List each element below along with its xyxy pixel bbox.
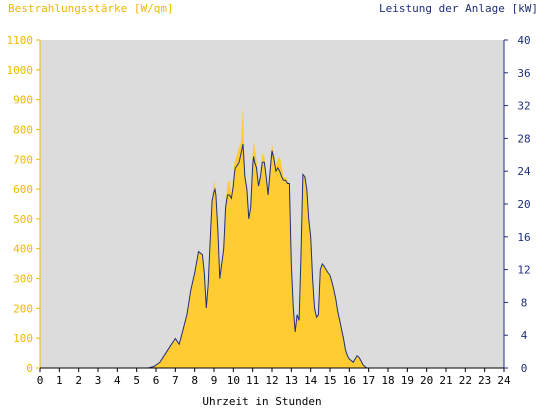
y-left-tick-label: 200 xyxy=(13,302,33,315)
y-right-tick-label: 0 xyxy=(521,362,528,375)
x-tick-label: 14 xyxy=(304,374,318,387)
irradiance-area xyxy=(40,105,504,368)
x-tick-label: 15 xyxy=(323,374,336,387)
x-tick-label: 19 xyxy=(401,374,414,387)
x-tick-label: 16 xyxy=(343,374,356,387)
x-tick-label: 12 xyxy=(265,374,278,387)
y-right-tick-label: 12 xyxy=(517,264,530,277)
y-left-tick-label: 100 xyxy=(13,332,33,345)
x-tick-label: 5 xyxy=(133,374,140,387)
x-tick-label: 24 xyxy=(497,374,511,387)
x-tick-label: 6 xyxy=(153,374,160,387)
y-right-tick-label: 32 xyxy=(517,100,530,113)
x-tick-label: 7 xyxy=(172,374,179,387)
y-left-tick-label: 700 xyxy=(13,153,33,166)
x-tick-label: 11 xyxy=(246,374,259,387)
y-left-tick-label: 0 xyxy=(26,362,33,375)
x-tick-label: 22 xyxy=(459,374,472,387)
x-tick-label: 13 xyxy=(285,374,298,387)
y-left-tick-label: 400 xyxy=(13,243,33,256)
x-tick-label: 23 xyxy=(478,374,491,387)
x-axis-title: Uhrzeit in Stunden xyxy=(202,395,321,408)
y-right-tick-label: 8 xyxy=(521,296,528,309)
x-tick-label: 1 xyxy=(56,374,63,387)
y-right-tick-label: 16 xyxy=(517,231,530,244)
y-left-tick-label: 1100 xyxy=(7,34,34,47)
y-right-tick-label: 20 xyxy=(517,198,530,211)
x-tick-label: 20 xyxy=(420,374,433,387)
y-right-tick-label: 40 xyxy=(517,34,530,47)
x-tick-label: 4 xyxy=(114,374,121,387)
y-right-tick-label: 28 xyxy=(517,132,530,145)
x-tick-label: 0 xyxy=(37,374,44,387)
y-left-tick-label: 500 xyxy=(13,213,33,226)
x-tick-label: 8 xyxy=(191,374,198,387)
y-right-tick-label: 24 xyxy=(517,165,531,178)
y-left-tick-label: 300 xyxy=(13,273,33,286)
y-left-tick-label: 800 xyxy=(13,123,33,136)
x-tick-label: 3 xyxy=(95,374,102,387)
y-left-tick-label: 1000 xyxy=(7,64,34,77)
x-tick-label: 21 xyxy=(439,374,452,387)
right-axis-title: Leistung der Anlage [kW] xyxy=(379,2,538,15)
y-left-tick-label: 900 xyxy=(13,94,33,107)
left-axis-title: Bestrahlungsstärke [W/qm] xyxy=(8,2,174,15)
y-right-tick-label: 36 xyxy=(517,67,530,80)
x-tick-label: 2 xyxy=(75,374,82,387)
x-tick-label: 18 xyxy=(381,374,394,387)
x-tick-label: 17 xyxy=(362,374,375,387)
y-right-tick-label: 4 xyxy=(521,329,528,342)
power-line xyxy=(40,143,504,369)
y-left-tick-label: 600 xyxy=(13,183,33,196)
x-tick-label: 10 xyxy=(227,374,240,387)
x-tick-label: 9 xyxy=(211,374,218,387)
